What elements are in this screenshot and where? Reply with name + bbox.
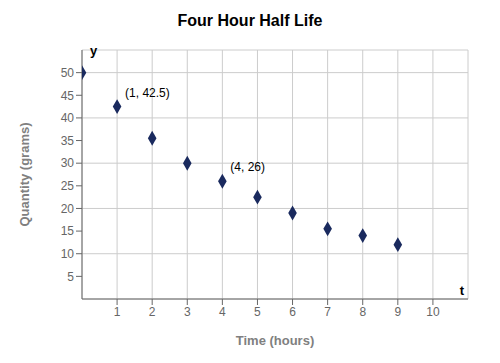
svg-text:8: 8 [359, 305, 366, 319]
svg-text:Quantity (grams): Quantity (grams) [17, 122, 32, 226]
svg-text:15: 15 [61, 224, 75, 238]
svg-text:7: 7 [324, 305, 331, 319]
svg-text:5: 5 [254, 305, 261, 319]
svg-text:30: 30 [61, 156, 75, 170]
svg-text:25: 25 [61, 179, 75, 193]
svg-text:2: 2 [149, 305, 156, 319]
svg-text:t: t [460, 283, 465, 298]
svg-text:Time (hours): Time (hours) [236, 333, 315, 348]
svg-text:5: 5 [67, 270, 74, 284]
svg-text:(1, 42.5): (1, 42.5) [125, 86, 170, 100]
svg-text:3: 3 [184, 305, 191, 319]
svg-text:(4, 26): (4, 26) [230, 160, 265, 174]
svg-text:6: 6 [289, 305, 296, 319]
html-text:Four Hour Half Life: Four Hour Half Life [177, 12, 323, 29]
svg-text:4: 4 [219, 305, 226, 319]
svg-text:10: 10 [426, 305, 440, 319]
svg-text:50: 50 [61, 66, 75, 80]
svg-text:1: 1 [114, 305, 121, 319]
svg-text:y: y [90, 43, 98, 58]
svg-text:40: 40 [61, 111, 75, 125]
svg-text:45: 45 [61, 89, 75, 103]
svg-text:10: 10 [61, 247, 75, 261]
svg-text:9: 9 [394, 305, 401, 319]
svg-text:35: 35 [61, 134, 75, 148]
svg-text:20: 20 [61, 202, 75, 216]
